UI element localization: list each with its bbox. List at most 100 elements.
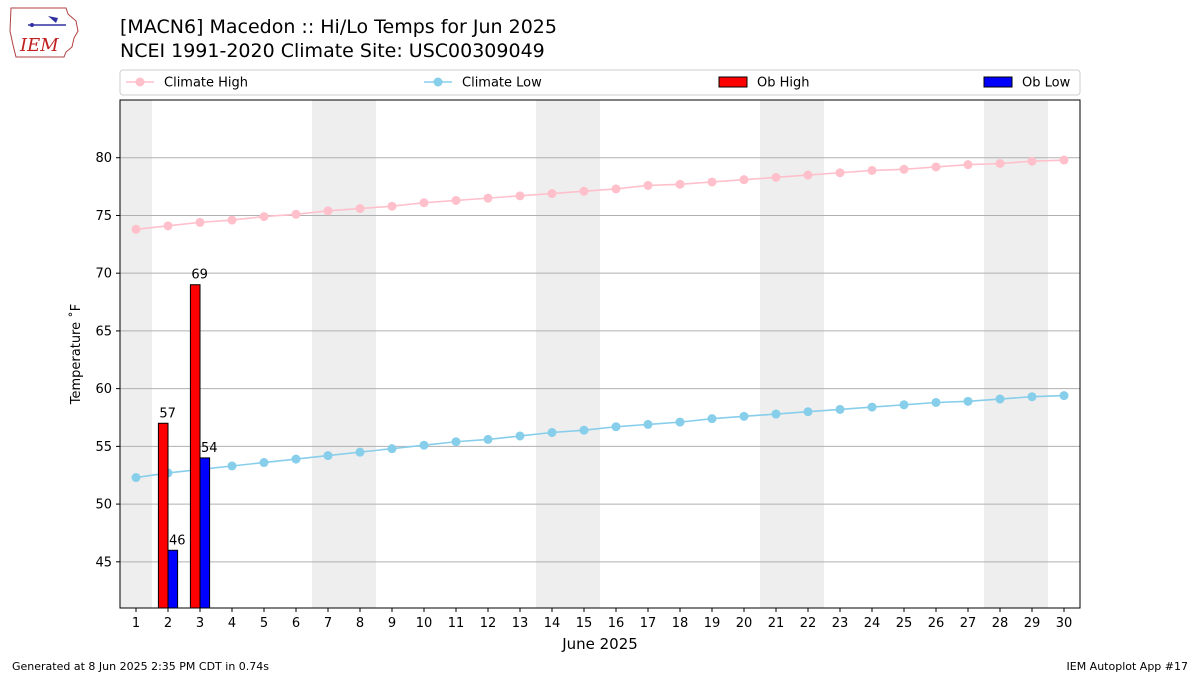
y-tick-label: 80 bbox=[95, 151, 112, 166]
x-tick-label: 19 bbox=[704, 616, 721, 631]
climate-low-point bbox=[451, 437, 461, 447]
climate-high-point bbox=[227, 215, 237, 225]
climate-high-point bbox=[291, 209, 301, 219]
x-tick-label: 11 bbox=[448, 616, 465, 631]
x-tick-label: 25 bbox=[896, 616, 913, 631]
x-tick-label: 6 bbox=[292, 616, 300, 631]
climate-high-point bbox=[1027, 156, 1037, 166]
climate-high-line bbox=[135, 159, 1065, 231]
ob-high-data-label: 57 bbox=[159, 406, 176, 421]
grid-lines bbox=[120, 157, 1080, 563]
x-tick-label: 27 bbox=[960, 616, 977, 631]
x-tick-label: 20 bbox=[736, 616, 753, 631]
ob-low-bar bbox=[199, 457, 211, 609]
climate-high-point bbox=[387, 201, 397, 211]
climate-low-point bbox=[1027, 392, 1037, 402]
ob-low-data-label: 46 bbox=[169, 533, 186, 548]
x-tick-label: 26 bbox=[928, 616, 945, 631]
climate-low-point bbox=[1059, 391, 1069, 401]
climate-low-point bbox=[643, 419, 653, 429]
climate-high-point bbox=[899, 164, 909, 174]
x-tick-label: 15 bbox=[576, 616, 593, 631]
x-tick-label: 28 bbox=[992, 616, 1009, 631]
y-tick-label: 45 bbox=[95, 555, 112, 570]
x-tick-label: 16 bbox=[608, 616, 625, 631]
x-tick-label: 8 bbox=[356, 616, 364, 631]
climate-high-point bbox=[675, 179, 685, 189]
climate-low-point bbox=[579, 425, 589, 435]
climate-high-point bbox=[355, 204, 365, 214]
climate-high-point bbox=[483, 193, 493, 203]
legend-box bbox=[119, 69, 1081, 96]
climate-low-point bbox=[291, 454, 301, 464]
legend-climate-low-marker bbox=[433, 77, 443, 87]
climate-high-point bbox=[643, 180, 653, 190]
weekend-band bbox=[984, 100, 1048, 608]
footer-generated: Generated at 8 Jun 2025 2:35 PM CDT in 0… bbox=[12, 660, 270, 673]
x-tick-label: 22 bbox=[800, 616, 817, 631]
climate-low-point bbox=[899, 400, 909, 410]
climate-low-point bbox=[387, 444, 397, 454]
weekend-band bbox=[536, 100, 600, 608]
y-tick-label: 65 bbox=[95, 324, 112, 339]
weekend-bands bbox=[120, 100, 1048, 608]
climate-low-point bbox=[355, 447, 365, 457]
x-tick-label: 10 bbox=[416, 616, 433, 631]
climate-high-point bbox=[611, 184, 621, 194]
legend-ob-low-swatch bbox=[983, 76, 1013, 88]
legend-ob-high-swatch bbox=[718, 76, 748, 88]
climate-low-point bbox=[739, 411, 749, 421]
climate-low-line bbox=[135, 394, 1065, 479]
climate-low-point bbox=[707, 414, 717, 424]
legend-climate-high-marker bbox=[135, 77, 145, 87]
weekend-band bbox=[120, 100, 152, 608]
x-tick-label: 2 bbox=[164, 616, 172, 631]
climate-low-point bbox=[835, 404, 845, 414]
climate-low-point bbox=[547, 428, 557, 438]
y-tick-label: 55 bbox=[95, 440, 112, 455]
climate-high-point bbox=[195, 217, 205, 227]
ob-high-data-label: 69 bbox=[191, 268, 208, 283]
series-layer: 57 69 46 54 bbox=[131, 155, 1069, 609]
x-axis: 1 2 3 4 5 6 7 8 9 10 11 12 13 14 15 16 17 18 19 20 21 22 23 24 2… bbox=[132, 608, 1072, 631]
climate-high-point bbox=[931, 162, 941, 172]
x-tick-label: 1 bbox=[132, 616, 140, 631]
climate-high-point bbox=[963, 160, 973, 170]
climate-low-point bbox=[227, 461, 237, 471]
x-tick-label: 30 bbox=[1056, 616, 1073, 631]
climate-high-point bbox=[835, 168, 845, 178]
climate-high-point bbox=[1059, 155, 1069, 165]
climate-high-point bbox=[995, 159, 1005, 168]
x-tick-label: 23 bbox=[832, 616, 849, 631]
climate-high-point bbox=[451, 195, 461, 205]
y-axis: 45 50 55 60 65 70 75 80 bbox=[95, 151, 120, 570]
weekend-band bbox=[760, 100, 824, 608]
climate-high-point bbox=[867, 165, 877, 175]
legend-climate-low-label: Climate Low bbox=[462, 76, 542, 91]
x-tick-label: 21 bbox=[768, 616, 785, 631]
x-tick-label: 14 bbox=[544, 616, 561, 631]
climate-high-point bbox=[803, 170, 813, 180]
climate-high-point bbox=[547, 189, 557, 199]
x-tick-label: 3 bbox=[196, 616, 204, 631]
climate-low-point bbox=[323, 451, 333, 461]
climate-low-point bbox=[803, 407, 813, 417]
climate-low-point bbox=[131, 473, 141, 483]
x-tick-label: 12 bbox=[480, 616, 497, 631]
footer-app: IEM Autoplot App #17 bbox=[1066, 660, 1189, 673]
ob-low-bar bbox=[167, 549, 179, 609]
x-tick-label: 18 bbox=[672, 616, 689, 631]
y-axis-label: Temperature ˚F bbox=[68, 304, 84, 405]
climate-high-point bbox=[739, 175, 749, 185]
climate-high-point bbox=[131, 224, 141, 234]
x-tick-label: 7 bbox=[324, 616, 332, 631]
logo-text: IEM bbox=[19, 35, 59, 56]
climate-high-point bbox=[259, 212, 269, 222]
climate-low-point bbox=[611, 422, 621, 432]
x-tick-label: 13 bbox=[512, 616, 529, 631]
y-tick-label: 60 bbox=[95, 382, 112, 397]
y-tick-label: 75 bbox=[95, 209, 112, 224]
climate-low-point bbox=[675, 417, 685, 427]
x-axis-label: June 2025 bbox=[561, 635, 638, 653]
